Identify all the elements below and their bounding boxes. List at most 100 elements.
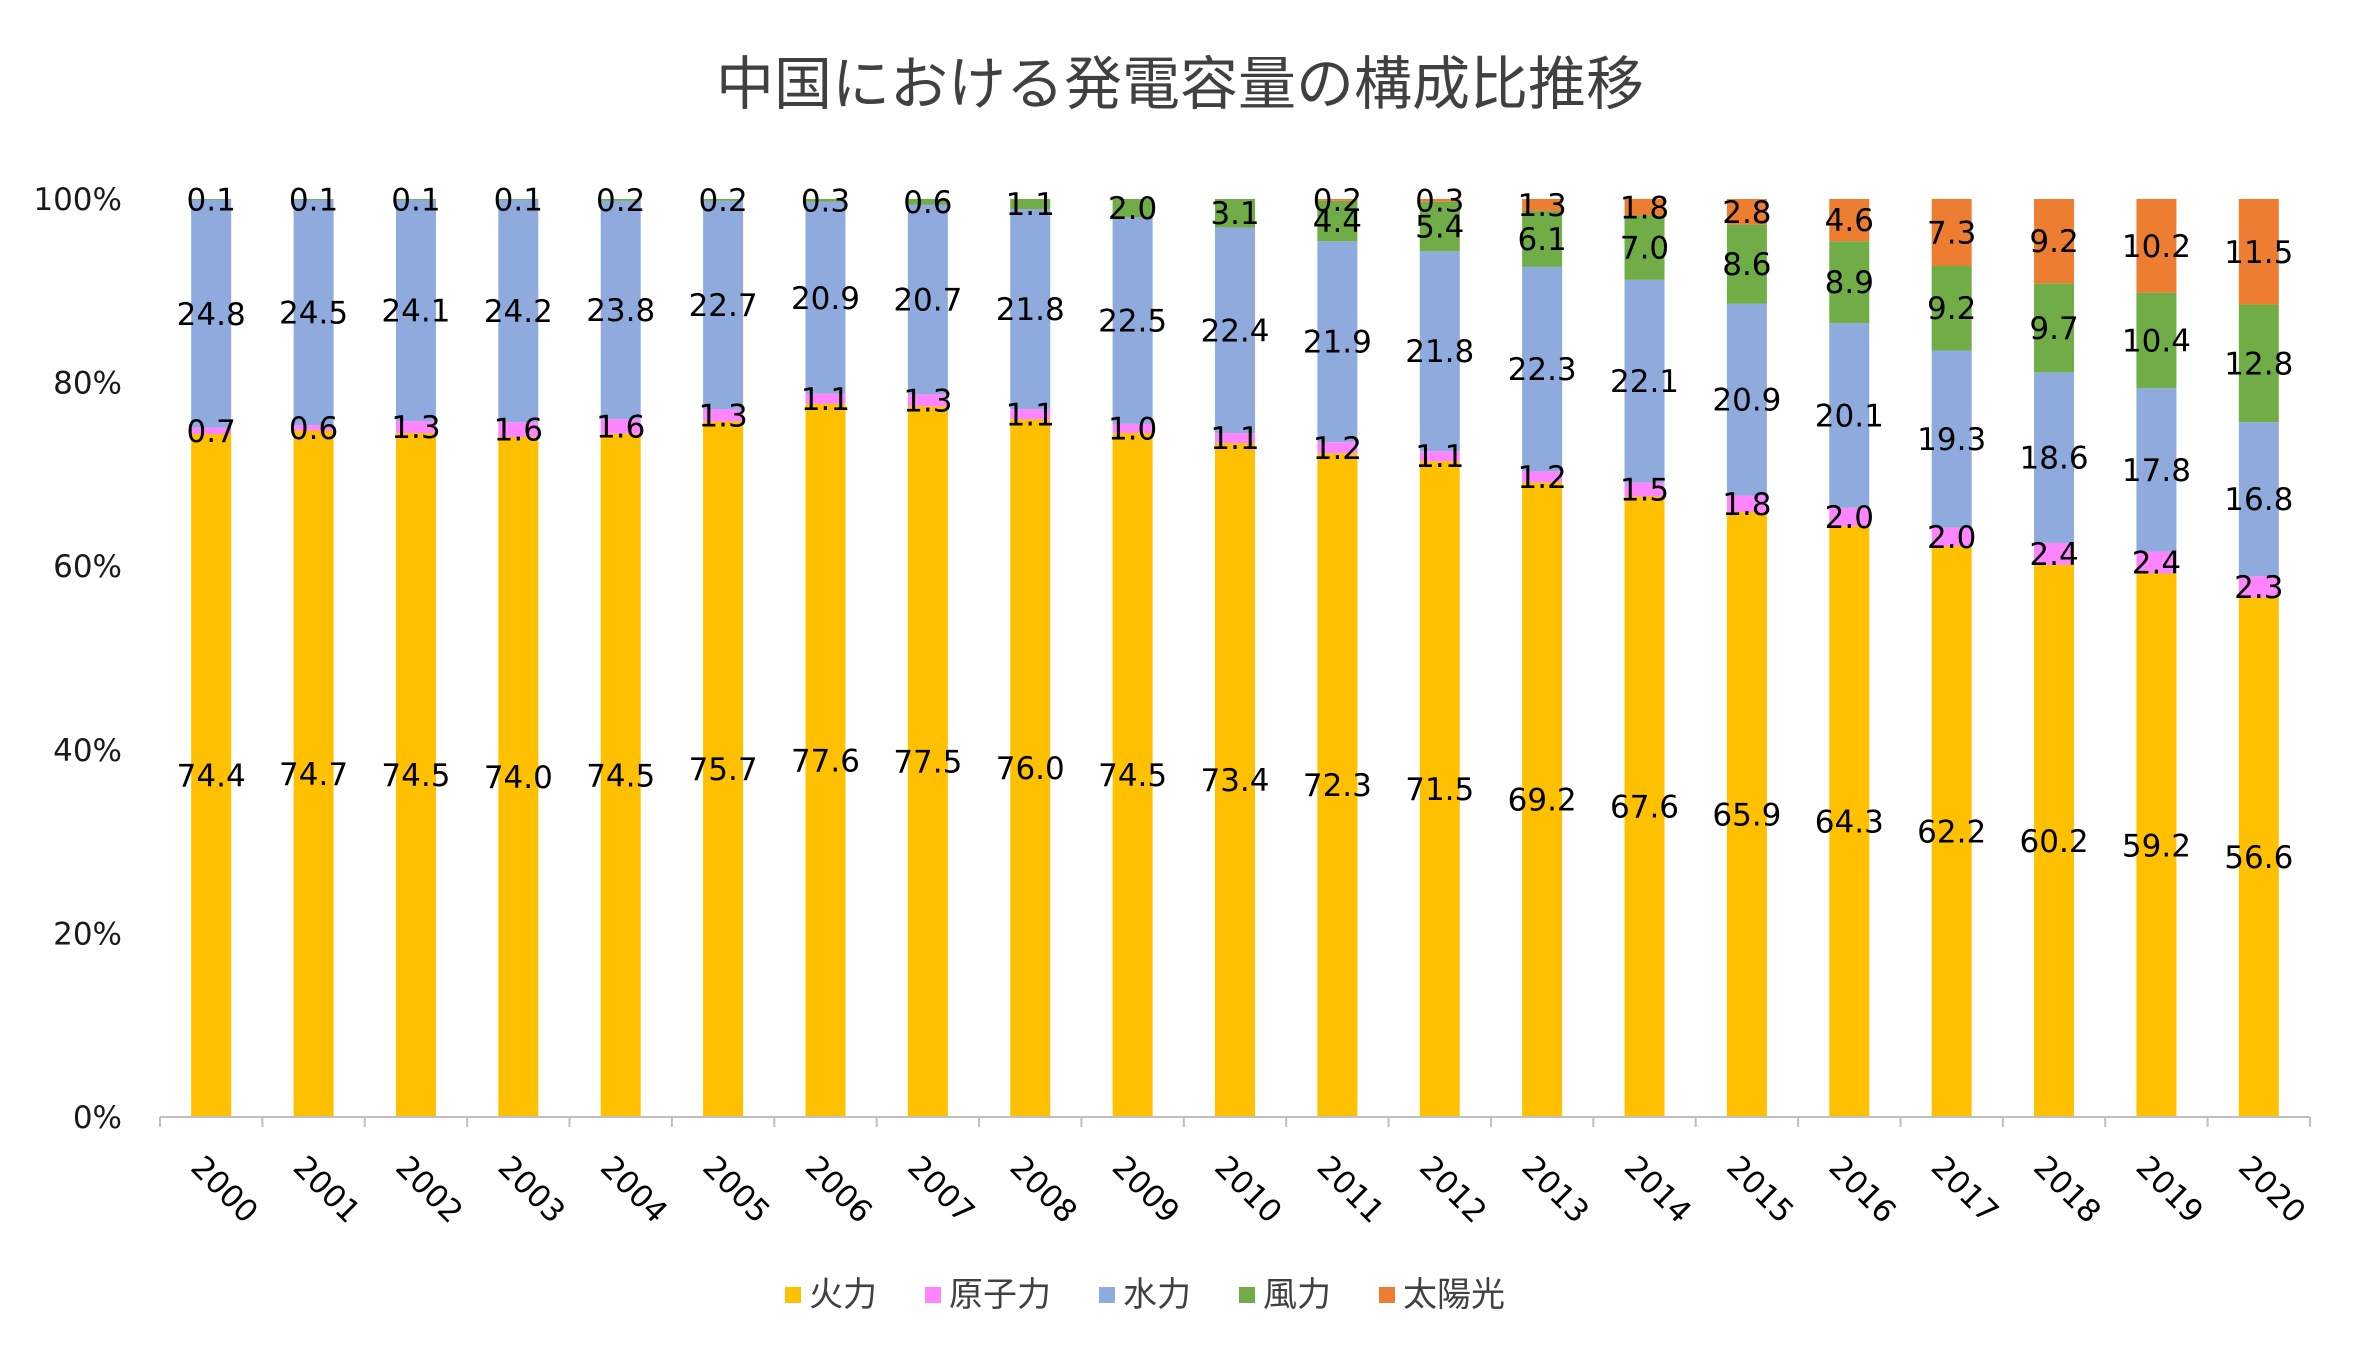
bar-segment (191, 434, 232, 1117)
bar-segment (1624, 215, 1665, 280)
data-label: 71.5 (1405, 772, 1474, 808)
data-label: 73.4 (1200, 763, 1269, 799)
bar-segment (1419, 451, 1460, 462)
data-label: 2.0 (1825, 500, 1874, 536)
bar-segment (1215, 199, 1255, 228)
data-label: 59.2 (2122, 828, 2191, 864)
legend-swatch (1099, 1287, 1115, 1303)
bar-segment (2238, 199, 2279, 305)
data-label: 1.1 (1210, 421, 1259, 457)
data-label: 20.7 (893, 282, 962, 318)
bar-segment (2034, 283, 2075, 373)
data-label: 1.1 (801, 382, 850, 418)
bar-segment (498, 437, 539, 1117)
data-label: 1.8 (1620, 190, 1669, 226)
data-label: 1.6 (494, 413, 543, 449)
data-label: 23.8 (586, 293, 655, 329)
bar-segment (1829, 241, 1870, 324)
legend-swatch (785, 1287, 801, 1303)
y-axis: 0% 20% 40% 60% 80% 100% (33, 182, 122, 1136)
data-label: 1.3 (698, 398, 747, 434)
x-tick-label: 2003 (491, 1149, 572, 1230)
x-tick-label: 2017 (1924, 1149, 2005, 1230)
data-label: 24.8 (177, 297, 246, 333)
bar-segment (1829, 507, 1870, 527)
bar-segment (395, 421, 436, 434)
data-label: 56.6 (2224, 840, 2293, 876)
data-label: 0.2 (1313, 183, 1362, 219)
bar-segment (1215, 433, 1255, 444)
data-label: 1.0 (1108, 412, 1157, 448)
bar-segment (395, 199, 436, 422)
data-label: 4.6 (1825, 203, 1874, 239)
data-label: 11.5 (2224, 235, 2293, 271)
bar-segment (600, 419, 641, 434)
data-label: 74.5 (586, 758, 655, 794)
x-tick-label: 2010 (1207, 1149, 1288, 1230)
bar-segment (293, 430, 334, 1117)
x-tick-label: 2020 (2231, 1149, 2312, 1230)
data-label: 0.1 (187, 182, 236, 218)
bar-segment (1829, 323, 1870, 508)
y-tick-label: 80% (53, 366, 122, 402)
data-label: 24.1 (381, 294, 450, 330)
data-label: 22.3 (1508, 352, 1577, 388)
bar-segment (2136, 388, 2177, 552)
data-label: 2.3 (2234, 570, 2283, 606)
x-tick-label: 2014 (1617, 1149, 1698, 1230)
bar-segment (2238, 597, 2279, 1117)
bar-segment (1317, 442, 1358, 454)
data-label: 22.5 (1098, 304, 1167, 340)
data-label: 1.1 (1006, 187, 1055, 223)
bar-segment (1010, 199, 1051, 210)
bar-segment (1931, 527, 1972, 547)
data-label: 1.8 (1722, 487, 1771, 523)
bar-segment (1215, 227, 1255, 434)
bar-segment (191, 199, 232, 200)
data-label: 74.4 (177, 759, 246, 795)
bar-segment (1010, 419, 1051, 1117)
bar-segment (1010, 209, 1051, 410)
bar-segment (703, 421, 744, 1117)
bar-segment (293, 199, 334, 426)
data-label: 22.7 (689, 288, 758, 324)
x-tick-label: 2019 (2129, 1149, 2210, 1230)
bar-segment (1112, 423, 1153, 434)
bar-segment (703, 200, 744, 410)
bar-segment (600, 199, 641, 201)
bar-segment (2034, 372, 2075, 543)
data-label: 60.2 (2020, 824, 2089, 860)
bar-segment (600, 433, 641, 1118)
bar-segment (1419, 461, 1460, 1117)
x-tick-label: 2000 (184, 1149, 265, 1230)
bar-segment (1624, 199, 1665, 216)
bar-segment (191, 427, 232, 435)
data-label: 74.5 (381, 758, 450, 794)
data-label: 22.1 (1610, 364, 1679, 400)
bar-segment (1624, 279, 1665, 483)
bar-segment (805, 403, 846, 1117)
data-label: 18.6 (2020, 441, 2089, 477)
data-label: 16.8 (2224, 482, 2293, 518)
data-label: 9.7 (2029, 311, 2078, 347)
legend-label: 原子力 (949, 1275, 1051, 1315)
bar-segment (907, 406, 948, 1117)
bar-segment (2136, 573, 2177, 1117)
data-label: 19.3 (1917, 422, 1986, 458)
bar-segment (1112, 199, 1153, 218)
bar-segment (1624, 496, 1665, 1117)
bar-segment (703, 199, 744, 201)
bar-segment (1931, 546, 1972, 1117)
bar-segment (1829, 199, 1870, 242)
data-label: 21.8 (1405, 334, 1474, 370)
data-label: 1.2 (1313, 431, 1362, 467)
bar-segment (1624, 482, 1665, 497)
bar-segment (1317, 200, 1358, 242)
data-label: 21.8 (996, 292, 1065, 328)
bar-segment (2136, 551, 2177, 574)
data-label: 7.0 (1620, 231, 1669, 267)
data-label: 10.4 (2122, 323, 2191, 359)
bar-segment (1931, 350, 1972, 528)
data-label: 0.6 (289, 411, 338, 447)
